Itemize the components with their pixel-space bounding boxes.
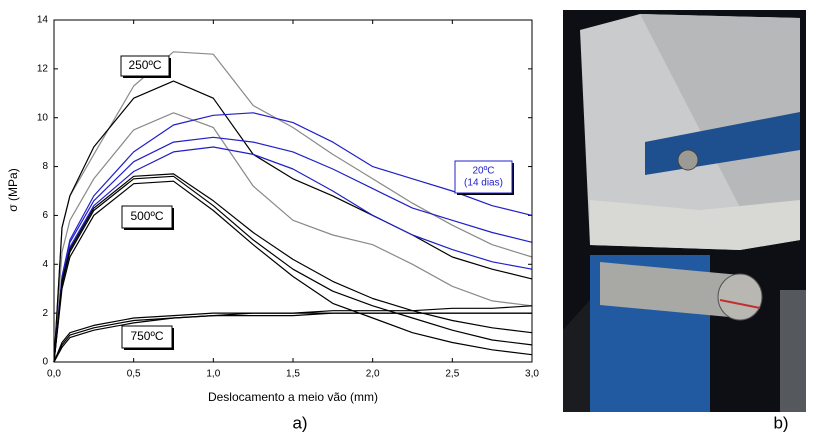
x-tick-label: 2,0 [366,369,380,380]
series-line [53,112,533,363]
x-tick-label: 1,0 [206,369,220,380]
annotation: 20ºC [473,166,495,177]
series-line [53,51,533,363]
y-tick-label: 8 [42,161,48,172]
x-tick-label: 0,5 [127,369,141,380]
y-tick-label: 10 [37,112,49,123]
series-line [53,173,533,363]
series-line [53,146,533,363]
y-tick-label: 12 [37,63,49,74]
series-line [53,312,532,363]
annotation: 750ºC [130,329,163,343]
y-tick-label: 0 [42,357,48,368]
series-line [53,136,533,363]
annotation: 500ºC [130,209,163,223]
x-tick-label: 2,5 [445,369,459,380]
series-line [53,112,533,363]
annotation-box [454,160,513,194]
panel-label: b) [773,413,788,432]
x-tick-label: 1,5 [286,369,300,380]
y-tick-label: 4 [42,259,48,270]
photo [563,10,806,412]
y-tick-label: 6 [42,210,48,221]
y-axis-title: σ (MPa) [6,168,20,211]
annotation-box [120,55,170,77]
y-tick-label: 14 [37,15,49,26]
x-axis-title: Deslocamento a meio vão (mm) [208,390,378,404]
y-tick-label: 2 [42,308,48,319]
annotation-box [121,325,173,349]
annotation-box [121,205,173,229]
panel-label: a) [292,413,307,432]
series-line [53,305,533,363]
annotation: (14 dias) [464,178,503,189]
x-tick-label: 3,0 [525,369,539,380]
annotation: 250ºC [128,58,161,72]
plot-frame [53,19,533,363]
series-line [53,175,533,363]
x-tick-label: 0,0 [47,369,61,380]
series-line [53,180,533,363]
